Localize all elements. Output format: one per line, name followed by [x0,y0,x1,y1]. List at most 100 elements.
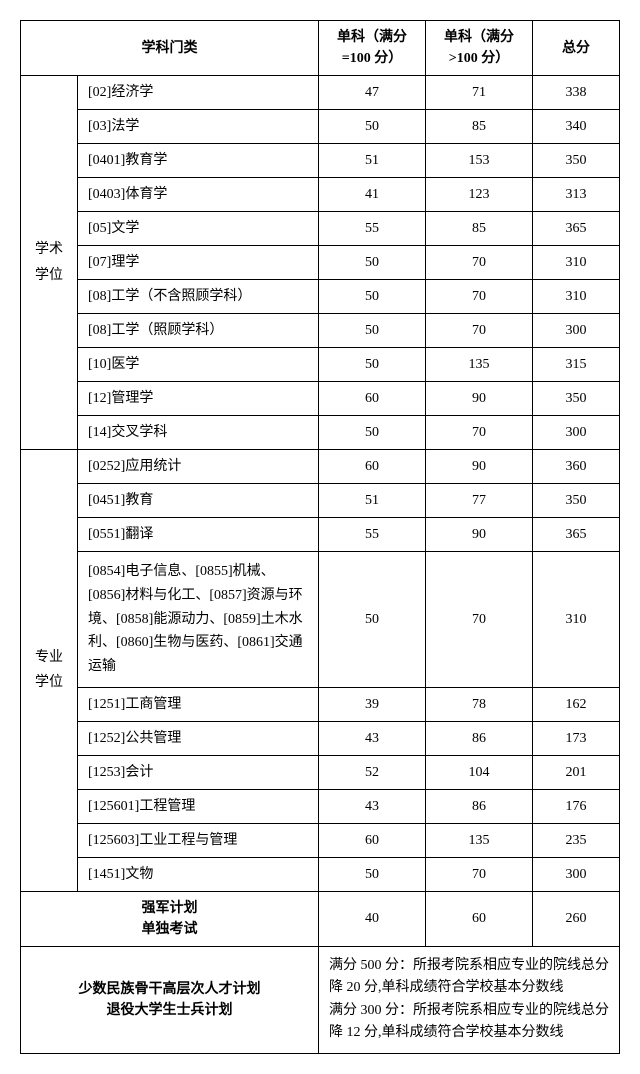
subject-cell: [0854]电子信息、[0855]机械、[0856]材料与化工、[0857]资源… [78,552,319,688]
score-cell: 70 [426,314,533,348]
table-row: [1252]公共管理4386173 [21,721,620,755]
score-cell: 310 [533,552,620,688]
score-cell: 235 [533,823,620,857]
score-cell: 50 [319,110,426,144]
score-table: 学科门类 单科（满分=100 分） 单科（满分>100 分） 总分 学术学位[0… [20,20,620,1054]
table-row: [12]管理学6090350 [21,382,620,416]
score-cell: 350 [533,484,620,518]
score-cell: 71 [426,76,533,110]
score-cell: 315 [533,348,620,382]
table-row: [08]工学（照顾学科）5070300 [21,314,620,348]
subject-cell: [03]法学 [78,110,319,144]
score-cell: 365 [533,212,620,246]
group-label: 学术学位 [21,76,78,450]
subject-cell: [0551]翻译 [78,518,319,552]
subject-cell: [125603]工业工程与管理 [78,823,319,857]
subject-cell: [05]文学 [78,212,319,246]
table-row: [0854]电子信息、[0855]机械、[0856]材料与化工、[0857]资源… [21,552,620,688]
header-score100: 单科（满分=100 分） [319,21,426,76]
score-cell: 40 [319,891,426,946]
table-row: 专业学位[0252]应用统计6090360 [21,450,620,484]
header-total: 总分 [533,21,620,76]
score-cell: 260 [533,891,620,946]
table-row: [1251]工商管理3978162 [21,687,620,721]
score-cell: 50 [319,416,426,450]
subject-cell: [12]管理学 [78,382,319,416]
score-cell: 77 [426,484,533,518]
score-cell: 52 [319,755,426,789]
subject-cell: [1253]会计 [78,755,319,789]
score-cell: 135 [426,348,533,382]
score-cell: 350 [533,382,620,416]
header-score-gt100: 单科（满分>100 分） [426,21,533,76]
score-cell: 90 [426,450,533,484]
score-cell: 313 [533,178,620,212]
score-cell: 70 [426,280,533,314]
score-cell: 85 [426,212,533,246]
score-cell: 85 [426,110,533,144]
table-row: [1451]文物5070300 [21,857,620,891]
score-cell: 135 [426,823,533,857]
score-cell: 201 [533,755,620,789]
score-cell: 365 [533,518,620,552]
score-cell: 39 [319,687,426,721]
score-cell: 60 [319,450,426,484]
score-cell: 310 [533,246,620,280]
subject-cell: [02]经济学 [78,76,319,110]
subject-cell: [1451]文物 [78,857,319,891]
subject-cell: [1251]工商管理 [78,687,319,721]
table-row: 学术学位[02]经济学4771338 [21,76,620,110]
header-category: 学科门类 [21,21,319,76]
group-label: 专业学位 [21,450,78,892]
table-row: [05]文学5585365 [21,212,620,246]
plan1-label: 强军计划单独考试 [21,891,319,946]
table-row: [125601]工程管理4386176 [21,789,620,823]
score-cell: 123 [426,178,533,212]
score-cell: 50 [319,280,426,314]
score-cell: 153 [426,144,533,178]
score-cell: 104 [426,755,533,789]
score-cell: 340 [533,110,620,144]
score-cell: 300 [533,416,620,450]
score-cell: 173 [533,721,620,755]
score-cell: 47 [319,76,426,110]
score-cell: 70 [426,552,533,688]
subject-cell: [08]工学（不含照顾学科） [78,280,319,314]
special-row-plan2: 少数民族骨干高层次人才计划退役大学生士兵计划满分 500 分：所报考院系相应专业… [21,946,620,1053]
table-row: [07]理学5070310 [21,246,620,280]
score-cell: 50 [319,857,426,891]
table-row: [10]医学50135315 [21,348,620,382]
table-row: [08]工学（不含照顾学科）5070310 [21,280,620,314]
score-cell: 86 [426,789,533,823]
score-cell: 43 [319,721,426,755]
score-cell: 60 [319,823,426,857]
plan2-label: 少数民族骨干高层次人才计划退役大学生士兵计划 [21,946,319,1053]
score-cell: 70 [426,416,533,450]
score-cell: 50 [319,348,426,382]
subject-cell: [07]理学 [78,246,319,280]
score-cell: 350 [533,144,620,178]
score-cell: 176 [533,789,620,823]
plan2-note: 满分 500 分：所报考院系相应专业的院线总分降 20 分,单科成绩符合学校基本… [319,946,620,1053]
score-cell: 86 [426,721,533,755]
subject-cell: [0401]教育学 [78,144,319,178]
score-cell: 50 [319,246,426,280]
score-cell: 60 [319,382,426,416]
subject-cell: [08]工学（照顾学科） [78,314,319,348]
table-row: [0401]教育学51153350 [21,144,620,178]
table-row: [14]交叉学科5070300 [21,416,620,450]
table-row: [03]法学5085340 [21,110,620,144]
score-cell: 70 [426,857,533,891]
special-row-plan1: 强军计划单独考试4060260 [21,891,620,946]
score-cell: 70 [426,246,533,280]
subject-cell: [0403]体育学 [78,178,319,212]
score-cell: 78 [426,687,533,721]
subject-cell: [10]医学 [78,348,319,382]
header-row: 学科门类 单科（满分=100 分） 单科（满分>100 分） 总分 [21,21,620,76]
table-row: [0451]教育5177350 [21,484,620,518]
subject-cell: [14]交叉学科 [78,416,319,450]
score-cell: 55 [319,518,426,552]
score-cell: 51 [319,144,426,178]
score-cell: 338 [533,76,620,110]
score-cell: 162 [533,687,620,721]
